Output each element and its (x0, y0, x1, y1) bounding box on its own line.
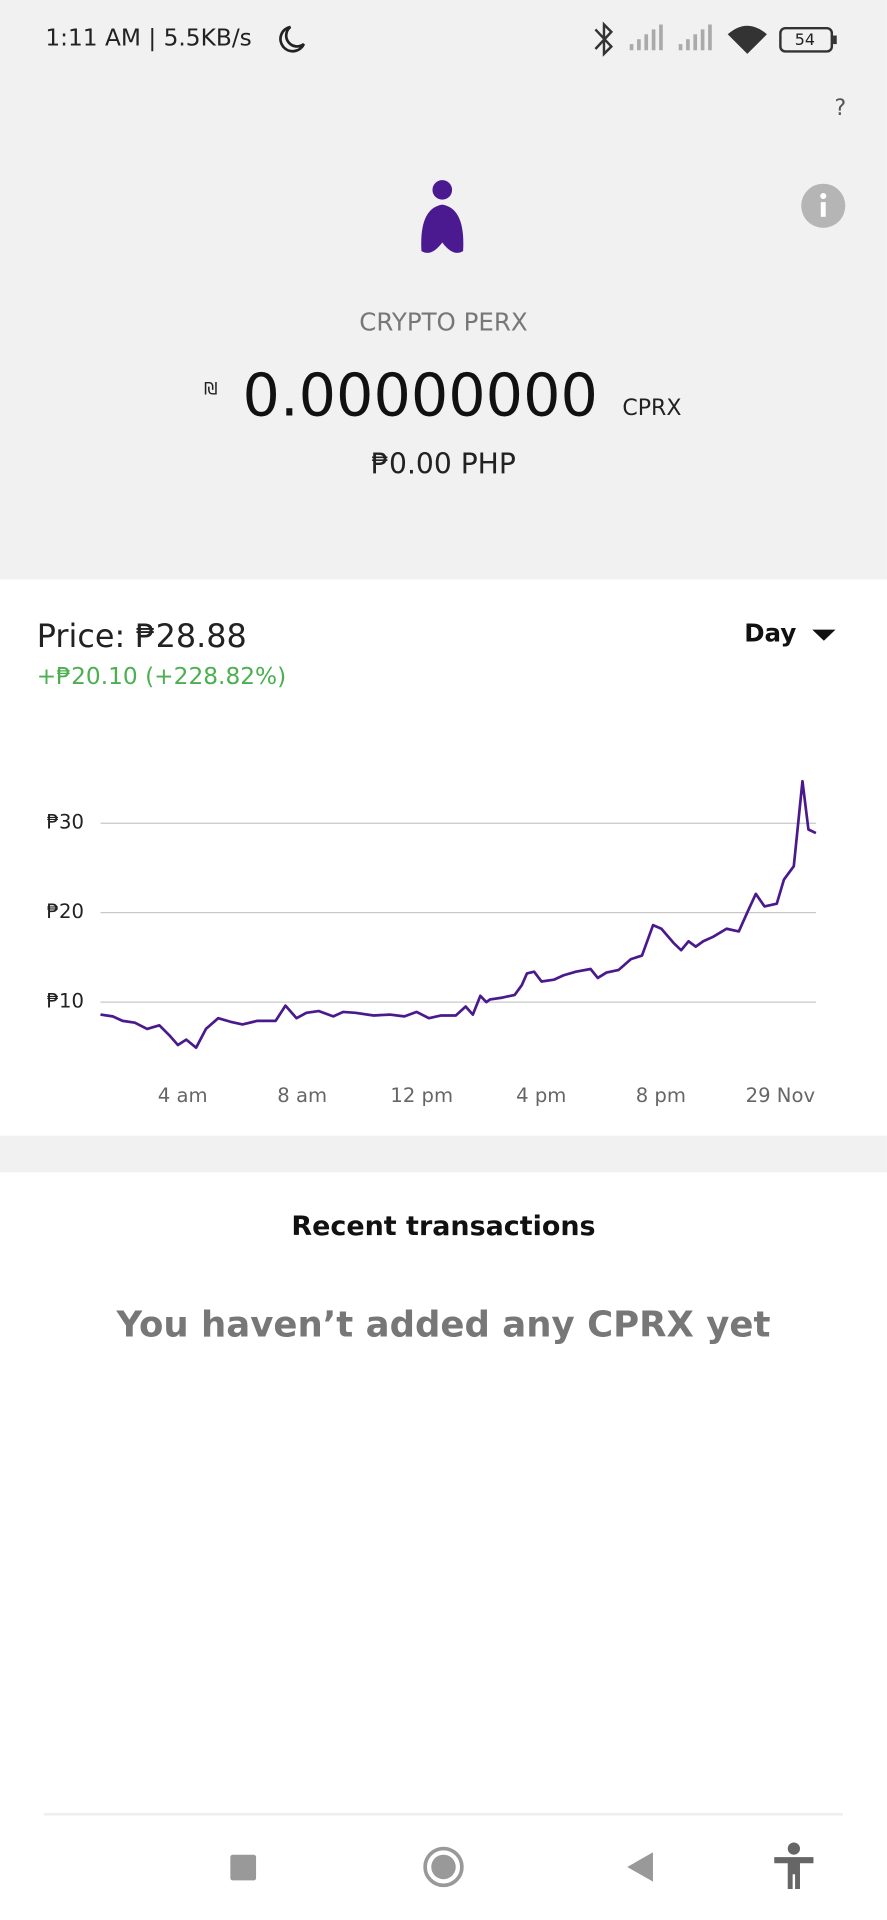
bluetooth-icon (594, 21, 614, 57)
logo-head (432, 180, 453, 200)
info-bar (820, 202, 826, 217)
moon-icon (279, 25, 306, 53)
asset-name: CRYPTO PERX (359, 307, 528, 336)
accessibility-button[interactable] (774, 1842, 814, 1890)
y-tick-label: ₱30 (47, 811, 84, 834)
price-line (100, 779, 817, 1050)
price-chart: ₱10 ₱20 ₱30 4 am 8 am 12 pm 4 pm 8 pm 29 Nov (47, 779, 817, 1107)
period[interactable]: Day (744, 619, 796, 648)
battery-level: 54 (795, 30, 815, 49)
info-dot (820, 192, 827, 200)
currency-symbol: ₪ (204, 380, 217, 400)
back-button[interactable] (627, 1852, 653, 1882)
empty-message: You haven’t added any CPRX yet (116, 1305, 771, 1346)
wifi-icon (727, 25, 767, 54)
x-tick-label: 8 am (277, 1084, 327, 1107)
period-selector[interactable]: Day (744, 619, 836, 648)
y-tick-label: ₱10 (47, 990, 84, 1013)
price: Price: ₱28.88 (37, 617, 247, 655)
transactions-title: Recent transactions (291, 1211, 595, 1242)
battery-tip (833, 35, 837, 45)
signal-icon (629, 24, 712, 51)
fiat-balance: ₱0.00 PHP (371, 448, 516, 481)
dropdown-arrow (812, 629, 836, 641)
price-change: +₱20.10 (+228.82%) (37, 663, 286, 690)
x-tick-label: 4 am (158, 1084, 208, 1107)
recents-button[interactable] (230, 1854, 257, 1881)
battery-icon (779, 26, 834, 53)
x-tick-label: 12 pm (390, 1084, 453, 1107)
home-button[interactable] (423, 1846, 464, 1888)
x-tick-label: 29 Nov (746, 1084, 816, 1107)
balance-unit: CPRX (622, 396, 681, 421)
logo-body (421, 204, 464, 253)
header-bg (0, 0, 887, 580)
x-tick-label: 8 pm (636, 1084, 686, 1107)
x-tick-label: 4 pm (516, 1084, 566, 1107)
balance: 0.00000000 (243, 360, 598, 429)
separator (0, 1135, 887, 1173)
y-tick-label: ₱20 (47, 900, 84, 923)
status-time: 1:11 AM | 5.5KB/s (45, 25, 251, 52)
home-dot (431, 1854, 456, 1880)
help-button[interactable]: ? (835, 96, 847, 121)
